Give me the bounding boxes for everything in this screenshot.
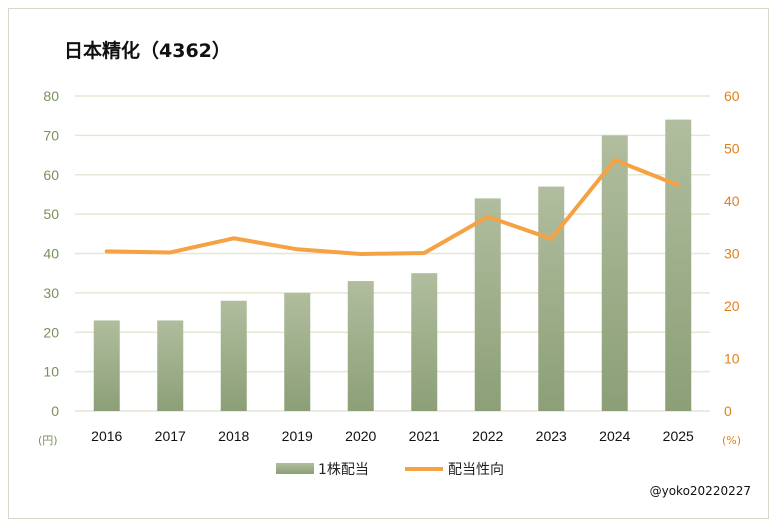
bar-2017 (157, 320, 184, 411)
x-tick-label: 2017 (155, 428, 186, 444)
legend-bar-swatch (276, 463, 314, 474)
x-tick-label: 2016 (91, 428, 122, 444)
left-tick-label: 80 (43, 88, 59, 104)
bar-2025 (665, 119, 692, 411)
legend-line-label: 配当性向 (448, 462, 504, 478)
right-tick-label: 60 (724, 88, 740, 104)
right-tick-label: 0 (724, 403, 732, 419)
right-tick-label: 50 (724, 141, 740, 157)
x-tick-label: 2018 (218, 428, 249, 444)
bar-2016 (93, 320, 120, 411)
chart-title: 日本精化（4362） (64, 40, 231, 62)
credit-text: @yoko20220227 (649, 484, 751, 498)
right-tick-label: 20 (724, 298, 740, 314)
left-axis-unit: (円) (38, 434, 58, 447)
x-tick-label: 2021 (409, 428, 440, 444)
x-tick-label: 2019 (282, 428, 313, 444)
right-tick-label: 30 (724, 246, 740, 262)
left-tick-label: 10 (43, 364, 59, 380)
bar-2024 (601, 135, 628, 411)
left-tick-label: 50 (43, 206, 59, 222)
legend-bar-label: 1株配当 (318, 462, 369, 478)
right-tick-label: 10 (724, 351, 740, 367)
x-tick-label: 2023 (536, 428, 567, 444)
x-tick-label: 2022 (472, 428, 503, 444)
left-tick-label: 60 (43, 167, 59, 183)
bar-2019 (284, 292, 311, 411)
left-tick-label: 0 (51, 403, 59, 419)
x-tick-label: 2020 (345, 428, 376, 444)
bar-2021 (411, 273, 438, 411)
chart-frame (8, 8, 769, 519)
bar-2018 (220, 300, 247, 411)
x-tick-label: 2025 (663, 428, 694, 444)
right-axis-unit: (%) (722, 434, 741, 447)
left-tick-label: 30 (43, 285, 59, 301)
x-tick-label: 2024 (599, 428, 630, 444)
left-tick-label: 40 (43, 246, 59, 262)
bar-2023 (538, 186, 565, 411)
payout-ratio-line (104, 158, 681, 257)
bar-2022 (474, 198, 501, 411)
right-tick-label: 40 (724, 193, 740, 209)
left-tick-label: 70 (43, 127, 59, 143)
left-tick-label: 20 (43, 324, 59, 340)
bar-2020 (347, 281, 374, 411)
